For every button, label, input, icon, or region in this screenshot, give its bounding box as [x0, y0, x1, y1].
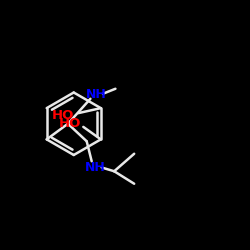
Text: HO: HO — [52, 109, 74, 122]
Text: NH: NH — [85, 161, 106, 174]
Text: HO: HO — [58, 116, 81, 130]
Text: NH: NH — [86, 88, 107, 102]
